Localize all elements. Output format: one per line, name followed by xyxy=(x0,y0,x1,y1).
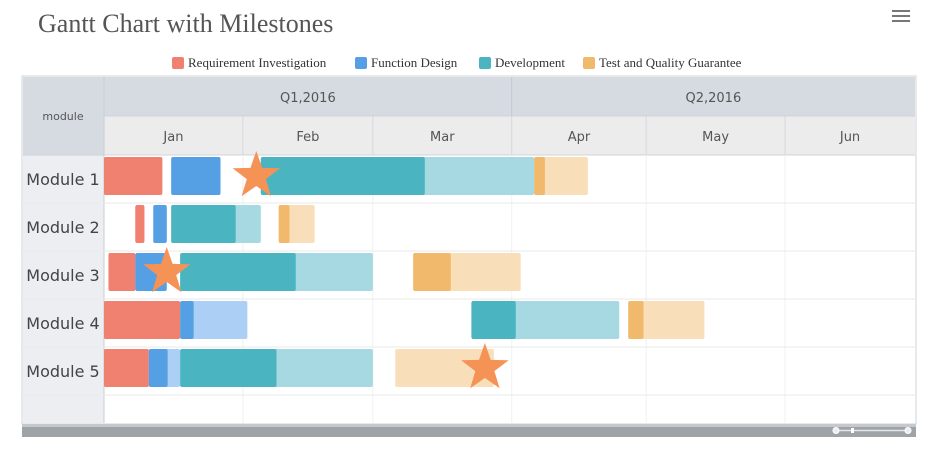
module-row-label: Module 5 xyxy=(26,362,99,381)
legend-swatch xyxy=(479,57,491,69)
task-progress xyxy=(104,301,181,339)
quarter-header-row xyxy=(104,77,915,116)
task-progress xyxy=(180,349,277,387)
month-header-row xyxy=(104,116,915,155)
legend-label: Test and Quality Guarantee xyxy=(599,55,742,70)
task-progress xyxy=(171,157,221,195)
module-row-label: Module 4 xyxy=(26,314,99,333)
legend-swatch xyxy=(172,57,184,69)
task-progress xyxy=(180,301,194,339)
task-progress xyxy=(413,253,451,291)
task-progress xyxy=(628,301,644,339)
task-progress xyxy=(135,205,145,243)
milestone-star-icon[interactable] xyxy=(461,343,509,389)
module-row-label: Module 1 xyxy=(26,170,99,189)
chart-title: Gantt Chart with Milestones xyxy=(38,9,334,38)
month-label: Jan xyxy=(162,130,183,145)
zoom-slider-handle[interactable] xyxy=(851,428,854,433)
category-header-label: module xyxy=(42,110,83,123)
quarter-label: Q2,2016 xyxy=(686,91,742,106)
month-label: Mar xyxy=(430,130,455,145)
month-label: May xyxy=(702,130,729,145)
legend-swatch xyxy=(355,57,367,69)
task-progress xyxy=(471,301,516,339)
zoom-out-icon[interactable] xyxy=(832,427,840,434)
legend-label: Function Design xyxy=(371,55,458,70)
quarter-label: Q1,2016 xyxy=(280,91,336,106)
task-bar[interactable] xyxy=(534,157,588,195)
task-bar[interactable] xyxy=(180,301,248,339)
module-row-label: Module 2 xyxy=(26,218,99,237)
task-progress xyxy=(180,253,296,291)
task-bar[interactable] xyxy=(628,301,705,339)
task-progress xyxy=(171,205,236,243)
month-label: Feb xyxy=(296,130,319,145)
task-progress xyxy=(534,157,545,195)
task-progress xyxy=(260,157,425,195)
legend-label: Development xyxy=(495,55,566,70)
month-label: Jun xyxy=(839,130,860,145)
task-bar[interactable] xyxy=(395,349,494,387)
task-progress xyxy=(153,205,167,243)
month-label: Apr xyxy=(568,130,591,145)
task-progress xyxy=(148,349,168,387)
milestone-star-icon[interactable] xyxy=(232,151,281,197)
module-row-label: Module 3 xyxy=(26,266,99,285)
hamburger-menu-icon[interactable] xyxy=(892,10,910,24)
task-progress xyxy=(104,349,149,387)
legend-label: Requirement Investigation xyxy=(188,55,327,70)
category-column xyxy=(23,155,104,423)
horizontal-scrollbar[interactable] xyxy=(22,424,916,437)
zoom-in-icon[interactable] xyxy=(904,427,912,434)
category-header-cell xyxy=(23,77,104,155)
task-progress xyxy=(108,253,136,291)
legend-swatch xyxy=(583,57,595,69)
task-progress xyxy=(278,205,290,243)
task-progress xyxy=(104,157,163,195)
milestone-star-icon[interactable] xyxy=(143,247,191,293)
